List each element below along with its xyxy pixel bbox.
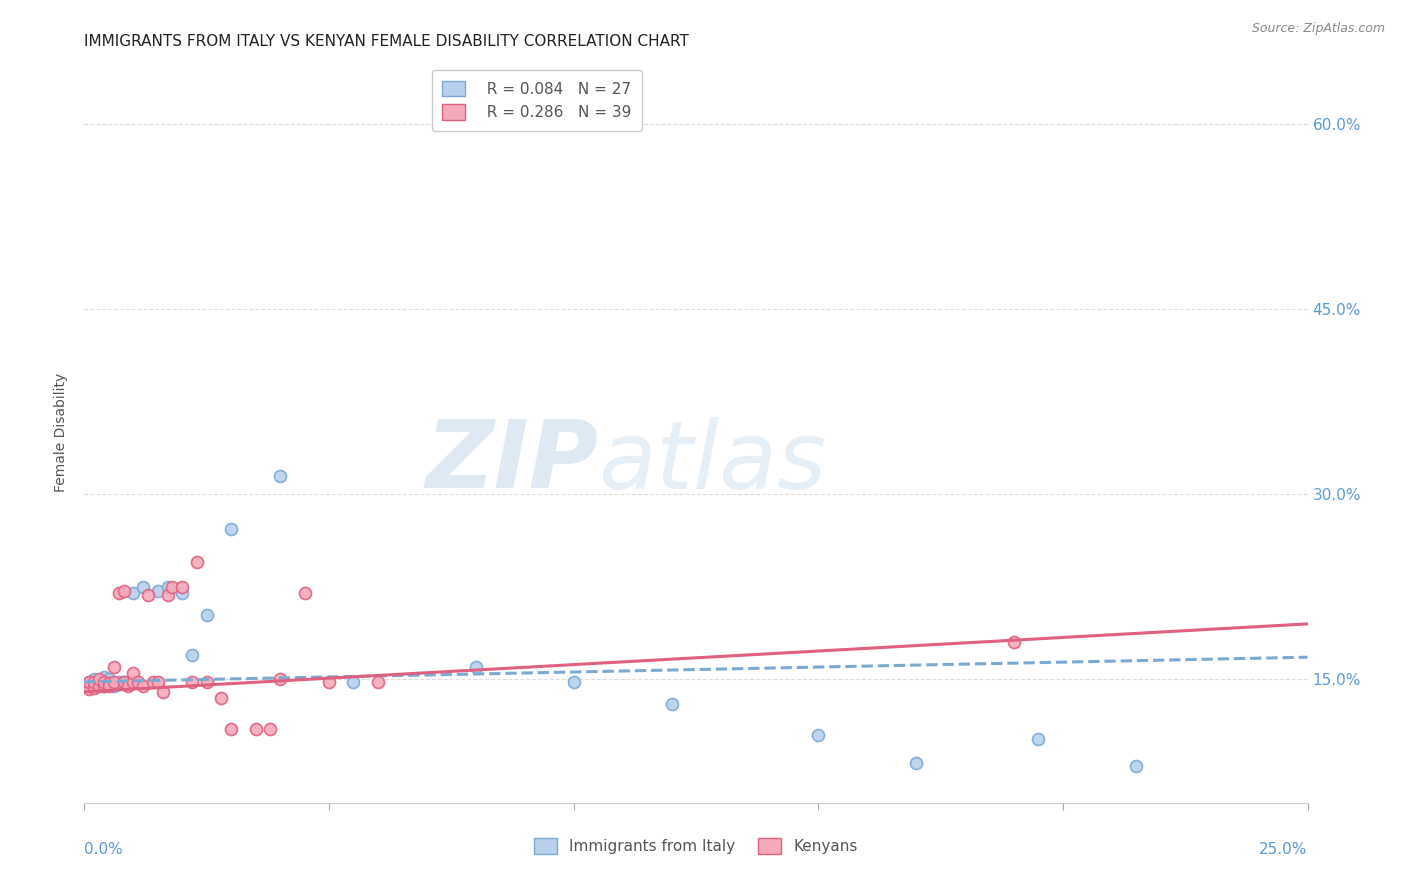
Point (93, 679, 115, 693)
Text: Source: ZipAtlas.com: Source: ZipAtlas.com (1251, 22, 1385, 36)
Point (77, 674, 100, 689)
Point (93, 679, 115, 693)
Point (294, 586, 316, 600)
Point (464, 660, 486, 674)
Point (195, 608, 218, 623)
Point (112, 674, 135, 689)
Point (152, 685, 174, 699)
Point (146, 674, 169, 689)
Point (1002, 635, 1025, 649)
Point (209, 690, 232, 705)
Point (142, 674, 165, 689)
Point (195, 674, 218, 689)
Y-axis label: Female Disability: Female Disability (55, 373, 69, 492)
Point (83, 674, 105, 689)
Point (269, 468, 291, 483)
Point (807, 728, 830, 742)
Text: atlas: atlas (598, 417, 827, 508)
Legend: Immigrants from Italy, Kenyans: Immigrants from Italy, Kenyans (526, 830, 866, 862)
Point (162, 580, 184, 594)
Point (367, 674, 389, 689)
Point (156, 589, 179, 603)
Point (112, 674, 135, 689)
Point (83, 673, 105, 687)
Point (87, 674, 110, 689)
Point (87, 679, 110, 693)
Point (122, 586, 145, 600)
Point (269, 673, 291, 687)
Point (103, 660, 125, 674)
Point (1125, 758, 1147, 772)
Point (87, 673, 110, 687)
Point (93, 670, 115, 684)
Point (122, 666, 145, 681)
Point (156, 580, 179, 594)
Point (172, 580, 194, 594)
Point (136, 589, 159, 603)
Point (83, 681, 105, 695)
Point (107, 674, 129, 689)
Point (181, 674, 204, 689)
Point (186, 555, 208, 569)
Point (342, 674, 364, 689)
Point (103, 679, 125, 693)
Point (93, 674, 115, 689)
Point (97, 673, 120, 687)
Point (146, 583, 169, 598)
Point (219, 522, 242, 536)
Point (127, 674, 149, 689)
Point (77, 674, 100, 689)
Point (905, 756, 928, 771)
Point (83, 679, 105, 693)
Point (259, 722, 281, 736)
Point (112, 583, 135, 598)
Point (97, 679, 120, 693)
Point (122, 674, 145, 689)
Point (245, 722, 267, 736)
Point (97, 676, 120, 690)
Point (219, 722, 242, 736)
Point (661, 697, 683, 711)
Text: ZIP: ZIP (425, 417, 598, 508)
Point (77, 682, 100, 697)
Point (117, 679, 139, 693)
Point (132, 679, 155, 693)
Point (562, 674, 585, 689)
Point (132, 580, 155, 594)
Text: 25.0%: 25.0% (1260, 842, 1308, 856)
Point (181, 648, 204, 662)
Point (318, 674, 340, 689)
Point (107, 586, 129, 600)
Text: IMMIGRANTS FROM ITALY VS KENYAN FEMALE DISABILITY CORRELATION CHART: IMMIGRANTS FROM ITALY VS KENYAN FEMALE D… (84, 34, 689, 49)
Point (172, 586, 194, 600)
Point (1028, 731, 1050, 746)
Text: 0.0%: 0.0% (84, 842, 124, 856)
Point (103, 674, 125, 689)
